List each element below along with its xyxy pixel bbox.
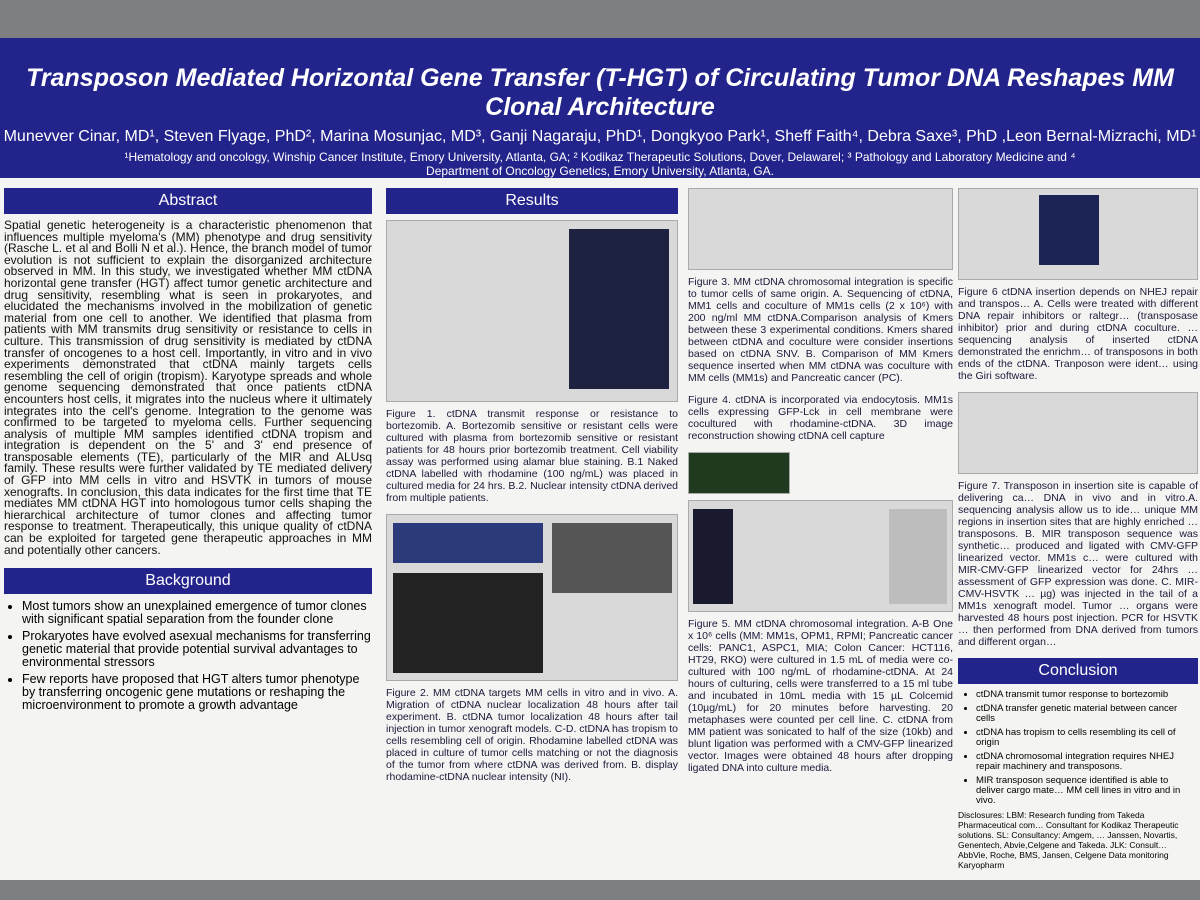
section-heading: Abstract — [4, 188, 372, 214]
section-heading: Results — [386, 188, 678, 214]
figure-3 — [688, 188, 953, 270]
bullet: MIR transposon sequence identified is ab… — [976, 776, 1198, 806]
bullet: Most tumors show an unexplained emergenc… — [22, 600, 372, 626]
conclusion-list: ctDNA transmit tumor response to bortezo… — [958, 690, 1198, 806]
figure-7 — [958, 392, 1198, 474]
figure-caption: Figure 7. Transposon in insertion site i… — [958, 480, 1198, 648]
figure-caption: Figure 5. MM ctDNA chromosomal integrati… — [688, 618, 953, 774]
bullet: ctDNA has tropism to cells resembling it… — [976, 728, 1198, 748]
bullet: ctDNA transfer genetic material between … — [976, 704, 1198, 724]
section-heading: Background — [4, 568, 372, 595]
column-3: Figure 3. MM ctDNA chromosomal integrati… — [688, 188, 953, 784]
authors: Munevver Cinar, MD¹, Steven Flyage, PhD²… — [3, 128, 1197, 145]
figure-caption: Figure 2. MM ctDNA targets MM cells in v… — [386, 687, 678, 783]
column-4: Figure 6 ctDNA insertion depends on NHEJ… — [958, 188, 1198, 870]
background-list: Most tumors show an unexplained emergenc… — [4, 600, 372, 712]
figure-1 — [386, 220, 678, 402]
column-2: Results Figure 1. ctDNA transmit respons… — [386, 188, 678, 793]
figure-5 — [688, 500, 953, 612]
bullet: Few reports have proposed that HGT alter… — [22, 673, 372, 712]
figure-2 — [386, 514, 678, 681]
figure-4 — [688, 452, 790, 494]
header-band: Transposon Mediated Horizontal Gene Tran… — [0, 38, 1200, 178]
poster: Transposon Mediated Horizontal Gene Tran… — [0, 38, 1200, 880]
abstract-text: Spatial genetic heterogeneity is a chara… — [4, 218, 372, 557]
column-1: Abstract Spatial genetic heterogeneity i… — [4, 188, 372, 716]
section-heading: Conclusion — [958, 658, 1198, 684]
figure-caption: Figure 4. ctDNA is incorporated via endo… — [688, 394, 953, 442]
title: Transposon Mediated Horizontal Gene Tran… — [26, 64, 1174, 121]
bullet: ctDNA transmit tumor response to bortezo… — [976, 690, 1198, 700]
figure-caption: Figure 1. ctDNA transmit response or res… — [386, 408, 678, 504]
figure-caption: Figure 6 ctDNA insertion depends on NHEJ… — [958, 286, 1198, 382]
disclosures: Disclosures: LBM: Research funding from … — [958, 810, 1179, 870]
bullet: Prokaryotes have evolved asexual mechani… — [22, 630, 372, 669]
figure-6 — [958, 188, 1198, 280]
bullet: ctDNA chromosomal integration requires N… — [976, 752, 1198, 772]
figure-caption: Figure 3. MM ctDNA chromosomal integrati… — [688, 276, 953, 384]
affiliations: ¹Hematology and oncology, Winship Cancer… — [124, 150, 1076, 178]
